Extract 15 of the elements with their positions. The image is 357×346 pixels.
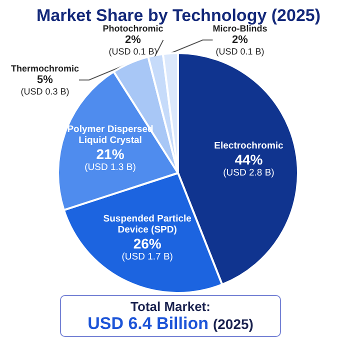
text: (2025)	[212, 316, 254, 332]
slice-label: Thermochromic	[10, 64, 80, 74]
slice-label: Photochromic	[102, 24, 164, 34]
slice-label: Micro-Blinds	[212, 24, 268, 34]
text: Total Market:	[130, 299, 212, 314]
slice-label: Electrochromic	[214, 140, 284, 152]
slice-label: Suspended Particle Device (SPD)	[103, 214, 192, 236]
data-label: 44% (USD 2.8 B)	[223, 152, 274, 179]
data-label: 2% (USD 0.1 B)	[216, 34, 264, 56]
data-label: 2% (USD 0.1 B)	[108, 34, 158, 56]
text: USD 6.4 Billion	[88, 314, 208, 333]
data-label: 26% (USD 1.7 B)	[122, 236, 173, 263]
data-label: 5% (USD 0.3 B)	[20, 74, 70, 96]
chart-title: Market Share by Technology (2025)	[36, 6, 321, 25]
data-label: 21% (USD 1.3 B)	[84, 146, 136, 174]
